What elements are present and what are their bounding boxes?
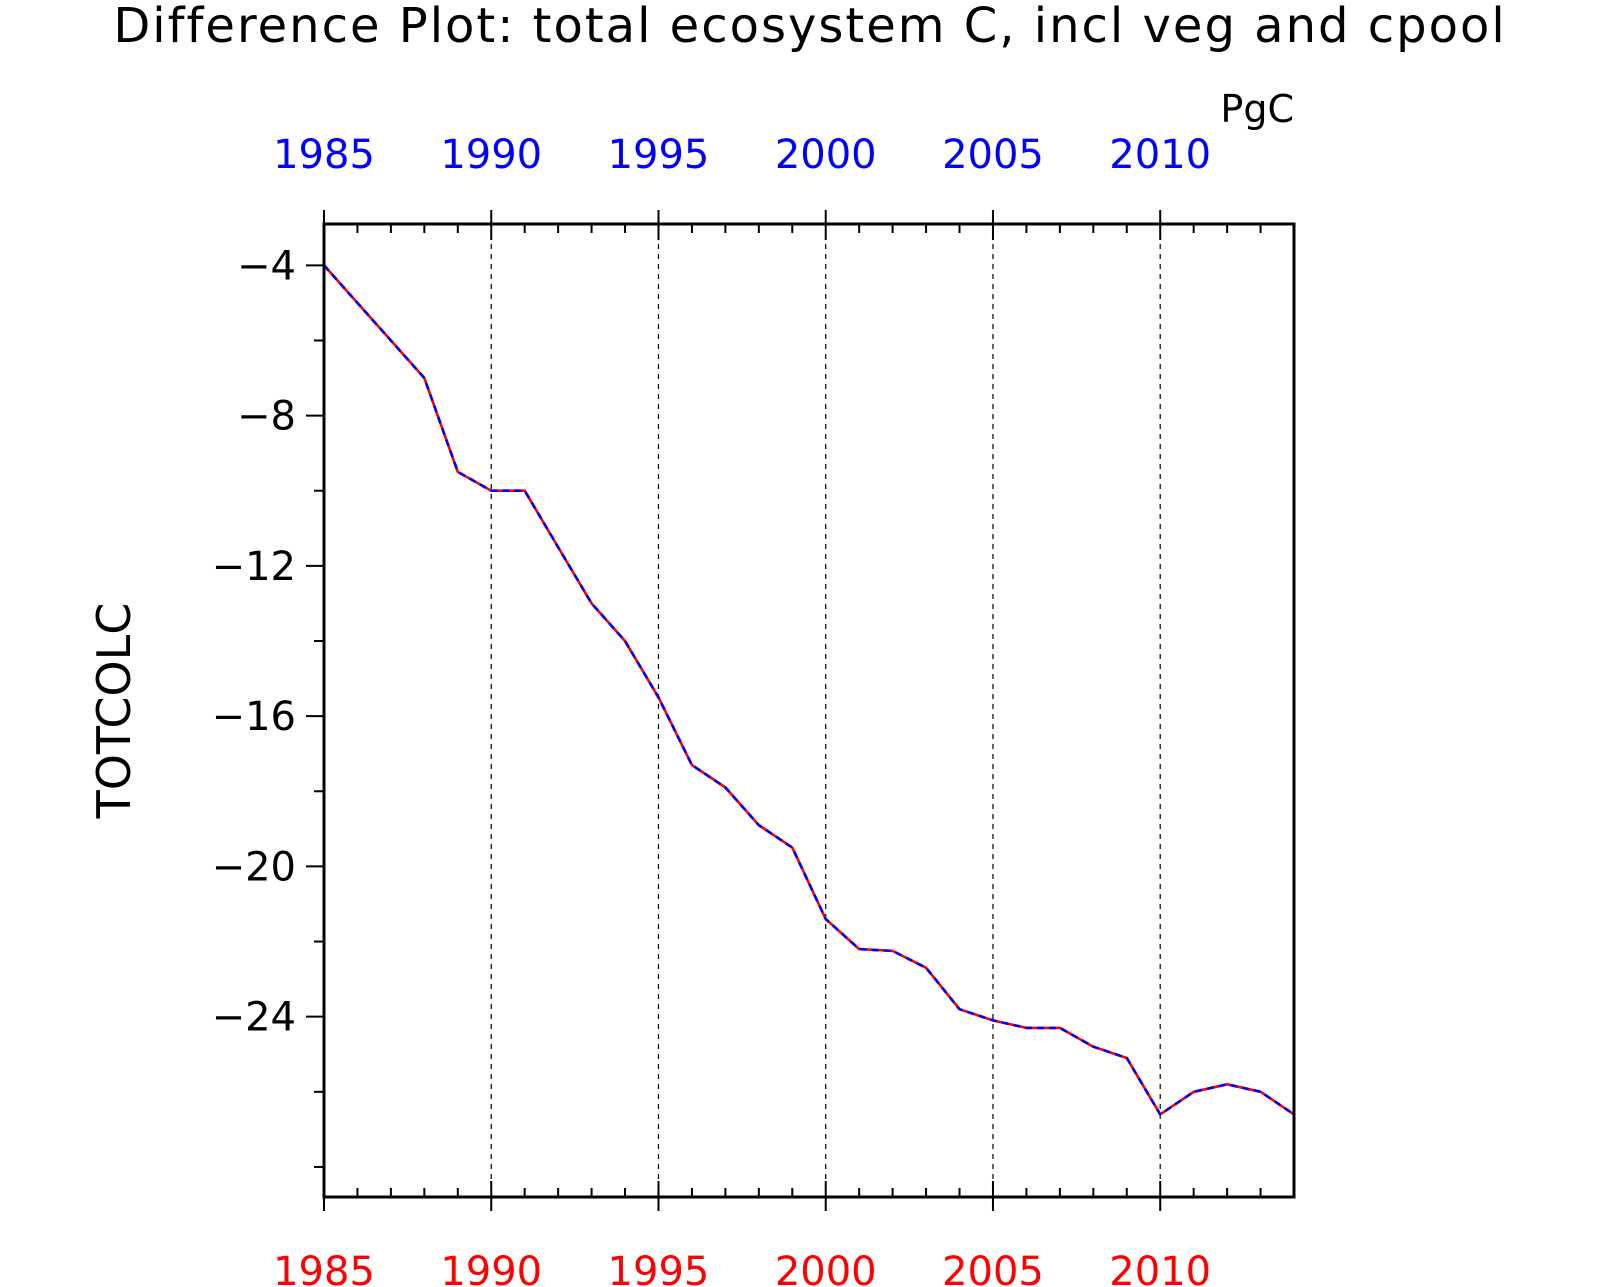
y-tick-label: −20	[212, 844, 296, 890]
x-tick-label-bottom: 1985	[273, 1249, 375, 1287]
series-line-2	[323, 264, 1295, 1116]
y-tick-label: −4	[237, 243, 296, 289]
chart-title: Difference Plot: total ecosystem C, incl…	[113, 0, 1506, 54]
units-label: PgC	[1220, 87, 1294, 131]
y-axis-tick-labels: −4 −8 −12 −16 −20 −24	[212, 243, 296, 1040]
top-axis-labels: 1985 1990 1995 2000 2005 2010	[273, 132, 1211, 178]
y-axis-label: TOTCOLC	[87, 603, 141, 820]
series-line-1	[323, 264, 1295, 1116]
y-tick-label: −8	[237, 394, 296, 440]
x-tick-label-bottom: 1990	[440, 1249, 542, 1287]
x-tick-label-bottom: 2000	[775, 1249, 877, 1287]
bottom-axis-labels: 1985 1990 1995 2000 2005 2010	[273, 1249, 1211, 1287]
x-tick-label-top: 1995	[608, 132, 710, 178]
x-tick-label-top: 2005	[942, 132, 1044, 178]
x-tick-label-top: 1990	[440, 132, 542, 178]
series-group	[323, 264, 1295, 1116]
x-tick-label-top: 2000	[775, 132, 877, 178]
plot-frame	[322, 222, 1296, 1199]
gridlines	[490, 224, 1161, 1197]
x-tick-label-bottom: 2010	[1109, 1249, 1211, 1287]
x-tick-label-bottom: 1995	[608, 1249, 710, 1287]
y-tick-label: −16	[212, 694, 296, 740]
x-tick-label-top: 2010	[1109, 132, 1211, 178]
x-tick-label-top: 1985	[273, 132, 375, 178]
y-tick-label: −24	[212, 995, 296, 1041]
axis-ticks	[306, 210, 1295, 1211]
y-tick-label: −12	[212, 544, 296, 590]
x-tick-label-bottom: 2005	[942, 1249, 1044, 1287]
